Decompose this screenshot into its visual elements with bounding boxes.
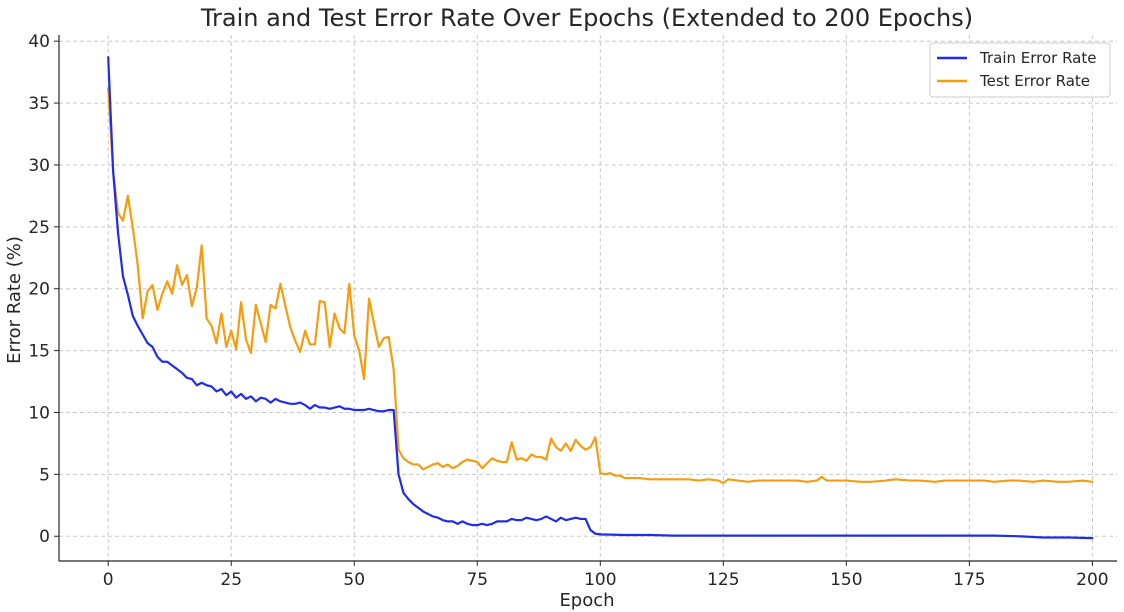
x-axis-label: Epoch <box>559 590 614 611</box>
series-layer <box>107 56 1094 540</box>
axes <box>54 35 1117 566</box>
legend: Train Error Rate Test Error Rate <box>929 42 1111 98</box>
tick-labels: 0 25 50 75 100 125 150 175 200 0 5 10 15 20 25 30 35 40 <box>28 32 1108 590</box>
x-tick-label: 175 <box>953 570 985 590</box>
x-tick-label: 100 <box>584 570 616 590</box>
y-tick-label: 10 <box>28 403 50 423</box>
x-tick-label: 50 <box>343 570 365 590</box>
train-error-line <box>107 56 1094 540</box>
y-tick-label: 5 <box>39 465 50 485</box>
test-error-line <box>107 87 1094 485</box>
x-tick-label: 150 <box>830 570 862 590</box>
x-tick-label: 125 <box>707 570 739 590</box>
x-tick-label: 200 <box>1076 570 1108 590</box>
x-tick-label: 25 <box>220 570 242 590</box>
y-tick-label: 15 <box>28 342 50 362</box>
grid-lines <box>59 35 1117 561</box>
legend-box <box>929 42 1111 98</box>
chart-title: Train and Test Error Rate Over Epochs (E… <box>200 4 973 32</box>
y-tick-label: 20 <box>28 280 50 300</box>
y-tick-label: 35 <box>28 94 50 114</box>
y-tick-label: 40 <box>28 32 50 52</box>
legend-label-train: Train Error Rate <box>979 49 1096 67</box>
y-tick-label: 25 <box>28 218 50 238</box>
x-tick-label: 75 <box>466 570 488 590</box>
y-axis-label: Error Rate (%) <box>4 236 25 364</box>
legend-label-test: Test Error Rate <box>979 72 1090 90</box>
y-tick-label: 0 <box>39 527 50 547</box>
x-tick-label: 0 <box>103 570 114 590</box>
y-tick-label: 30 <box>28 156 50 176</box>
